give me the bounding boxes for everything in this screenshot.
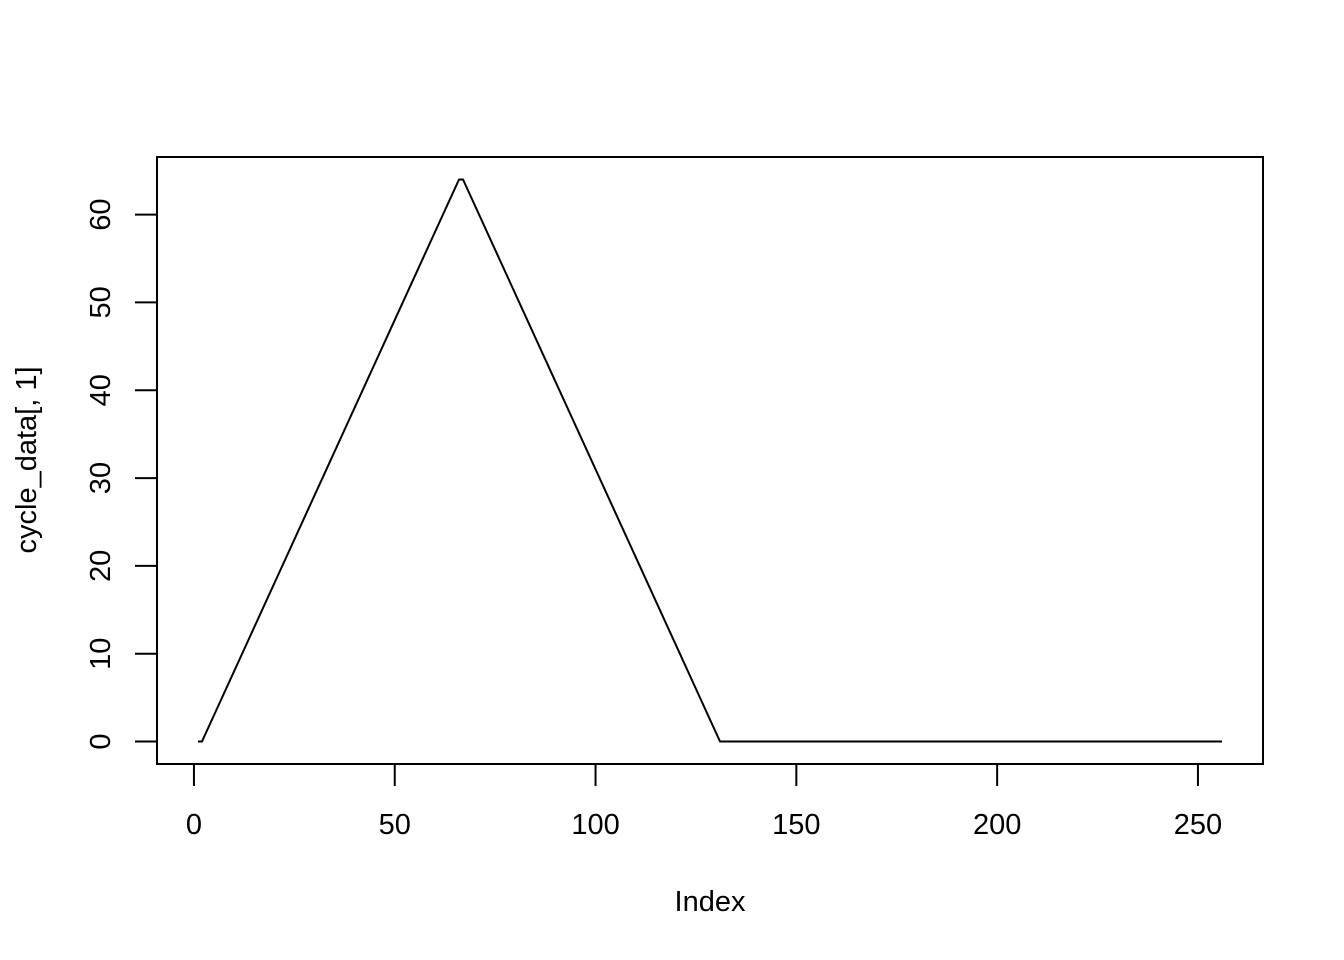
plot-frame [156, 156, 1264, 765]
x-tick-label: 150 [772, 809, 820, 841]
y-tick-label: 40 [85, 374, 117, 406]
x-axis: 0 50 100 150 200 250 [186, 763, 1222, 841]
x-axis-title: Index [675, 886, 746, 918]
y-tick-label: 0 [85, 733, 117, 749]
y-tick-label: 50 [85, 286, 117, 318]
y-tick-label: 60 [85, 198, 117, 230]
y-tick-label: 30 [85, 462, 117, 494]
y-axis: 0 10 20 30 40 50 60 [85, 198, 158, 750]
x-tick-label: 0 [186, 809, 202, 841]
x-tick-label: 250 [1174, 809, 1222, 841]
y-tick-label: 20 [85, 550, 117, 582]
y-axis-title: cycle_data[, 1] [11, 367, 43, 554]
x-tick-label: 50 [379, 809, 411, 841]
y-tick-label: 10 [85, 638, 117, 670]
x-tick-label: 200 [973, 809, 1021, 841]
series-line [197, 178, 1223, 743]
x-tick-label: 100 [571, 809, 619, 841]
